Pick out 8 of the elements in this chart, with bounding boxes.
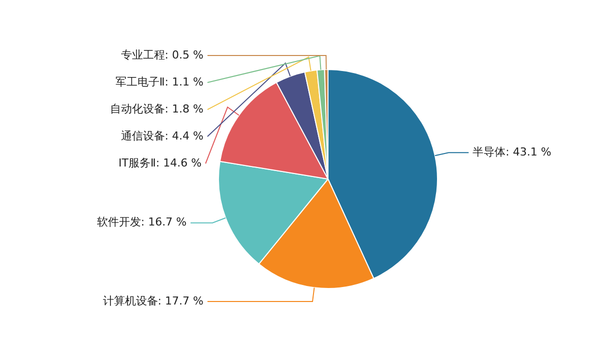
slice-label: 自动化设备: 1.8 % xyxy=(110,102,204,116)
slice-label: 军工电子Ⅱ: 1.1 % xyxy=(115,75,204,88)
slice-label: 专业工程: 0.5 % xyxy=(120,48,204,62)
slice-label: IT服务Ⅱ: 14.6 % xyxy=(118,156,202,170)
slice-label: 计算机设备: 17.7 % xyxy=(102,294,204,308)
slice-label: 通信设备: 4.4 % xyxy=(120,129,204,142)
slice-label: 软件开发: 16.7 % xyxy=(96,216,187,229)
slice-label: 半导体: 43.1 % xyxy=(472,145,552,158)
